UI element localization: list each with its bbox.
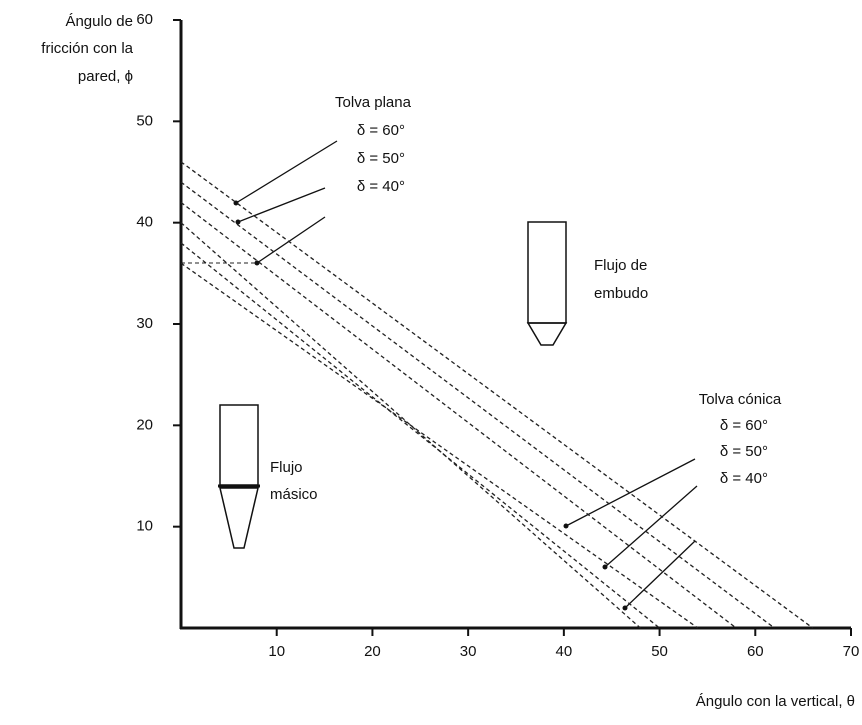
y-tick-label: 50 <box>136 112 153 129</box>
annotation: Flujo <box>270 459 303 476</box>
pointer <box>256 216 326 264</box>
y-tick-label: 10 <box>136 518 153 535</box>
x-tick-label: 60 <box>747 643 764 660</box>
series-line <box>180 181 775 629</box>
annotation: δ = 60° <box>720 417 768 434</box>
pointer-dot <box>563 523 569 529</box>
hopper-cone <box>526 322 568 346</box>
annotation: δ = 60° <box>357 122 405 139</box>
hopper-body <box>527 221 567 324</box>
y-axis-label: pared, ϕ <box>78 68 133 85</box>
annotation: másico <box>270 486 318 503</box>
x-tick-label: 30 <box>460 643 477 660</box>
y-tick-label: 30 <box>136 315 153 332</box>
annotation-title: Tolva cónica <box>699 391 782 408</box>
pointer-dot <box>602 564 608 570</box>
series-line <box>180 161 814 629</box>
x-tick-label: 10 <box>268 643 285 660</box>
annotation: δ = 40° <box>357 178 405 195</box>
x-tick-label: 40 <box>556 643 573 660</box>
pointer <box>565 458 696 527</box>
pointer-dot <box>235 219 241 225</box>
annotation-title: Tolva plana <box>335 94 412 111</box>
y-tick-label: 20 <box>136 416 153 433</box>
annotation: δ = 40° <box>720 470 768 487</box>
mass-flow-icon <box>218 404 260 549</box>
hopper-body <box>219 404 259 486</box>
funnel-flow-icon <box>526 221 568 346</box>
annotation: δ = 50° <box>720 443 768 460</box>
pointer-dot <box>254 260 260 266</box>
annotation: embudo <box>594 285 648 302</box>
y-tick-label: 40 <box>136 214 153 231</box>
x-axis-label: Ángulo con la vertical, θ <box>696 693 855 710</box>
x-tick-label: 70 <box>843 643 860 660</box>
series-line <box>180 262 699 629</box>
pointer <box>237 187 326 223</box>
x-tick-label: 20 <box>364 643 381 660</box>
x-tick-label: 50 <box>651 643 668 660</box>
series-line <box>180 201 737 629</box>
annotation: δ = 50° <box>357 150 405 167</box>
pointer <box>624 540 696 609</box>
pointer <box>235 140 338 204</box>
hopper-cone <box>219 487 259 549</box>
y-tick-label: 60 <box>136 11 153 28</box>
annotation: Flujo de <box>594 257 647 274</box>
pointers <box>181 140 698 611</box>
y-axis-label: fricción con la <box>41 40 133 57</box>
series-line <box>180 242 660 629</box>
pointer-dot <box>622 605 628 611</box>
pointer <box>604 485 698 568</box>
y-axis-label: Ángulo de <box>65 13 133 30</box>
